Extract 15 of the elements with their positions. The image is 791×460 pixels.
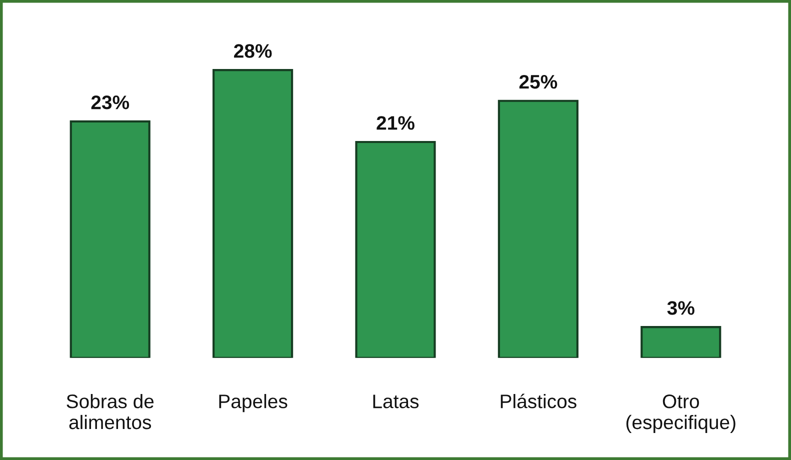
bar	[355, 140, 436, 358]
data-label: 28%	[234, 44, 272, 58]
data-label: 3%	[667, 301, 694, 315]
x-tick-label: Sobras de alimentos	[66, 394, 154, 430]
x-tick-label: Latas	[373, 394, 419, 408]
data-label: 25%	[519, 74, 558, 89]
bar	[640, 326, 722, 358]
bar	[70, 120, 150, 358]
x-tick-label: Papeles	[219, 394, 288, 412]
bar	[212, 69, 294, 358]
x-tick-label: Plásticos	[500, 394, 576, 408]
x-tick-label: Otro (especifique)	[626, 394, 736, 434]
bar	[498, 100, 578, 358]
data-label: 21%	[376, 116, 414, 130]
data-label: 23%	[91, 96, 130, 110]
